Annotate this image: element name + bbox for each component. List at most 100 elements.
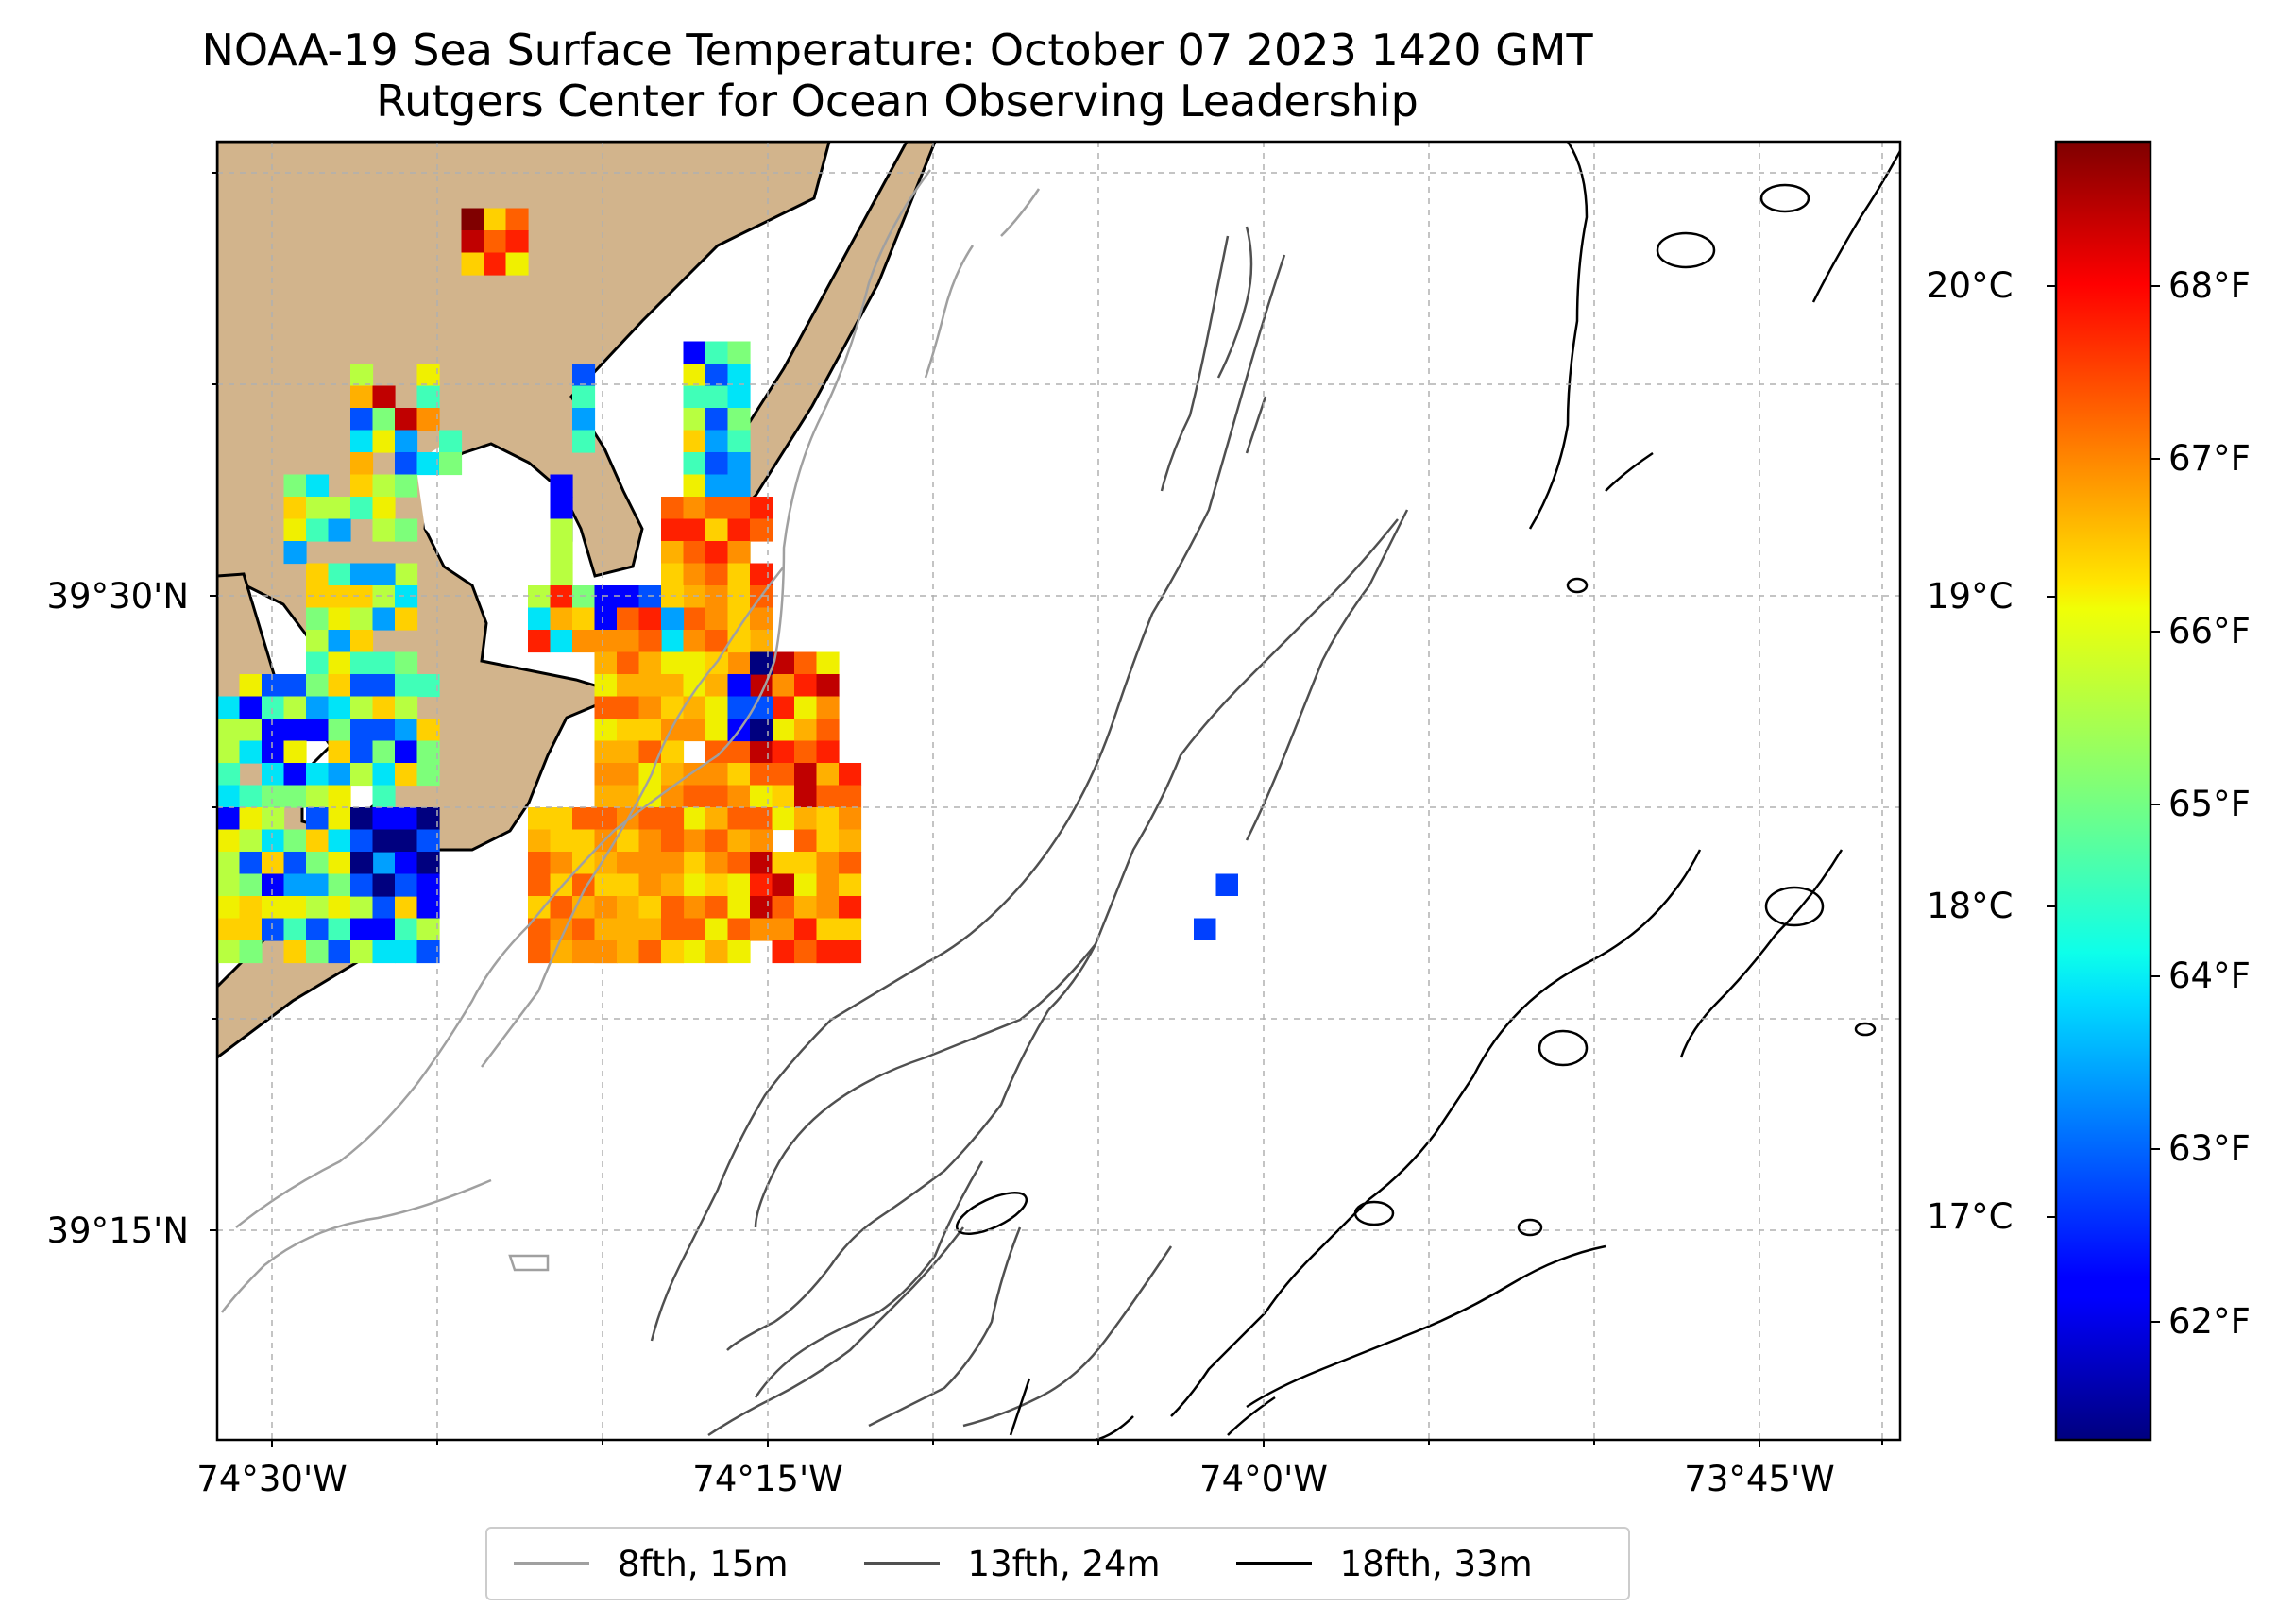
sst-pixel: [772, 696, 795, 719]
sst-pixel: [683, 497, 706, 520]
sst-pixel: [306, 918, 330, 941]
sst-pixel: [705, 364, 729, 387]
sst-pixel: [661, 740, 685, 764]
sst-pixel: [572, 918, 596, 941]
sst-pixel: [528, 896, 552, 920]
sst-pixel: [727, 763, 751, 787]
sst-pixel: [750, 829, 773, 853]
sst-pixel: [239, 696, 263, 719]
sst-pixel: [262, 918, 285, 941]
sst-pixel: [395, 873, 418, 897]
sst-pixel: [350, 630, 374, 653]
sst-pixel: [328, 674, 351, 698]
sst-pixel: [594, 630, 618, 653]
sst-pixel: [262, 674, 285, 698]
sst-pixel: [572, 807, 596, 831]
sst-pixel: [839, 852, 862, 875]
sst-pixel: [262, 785, 285, 808]
sst-pixel: [416, 873, 440, 897]
sst-pixel: [395, 829, 418, 853]
sst-pixel: [328, 785, 351, 808]
sst-pixel: [239, 918, 263, 941]
sst-pixel: [727, 852, 751, 875]
sst-pixel: [217, 896, 241, 920]
lat-label-39-15: 39°15'N: [46, 1210, 189, 1251]
sst-pixel: [572, 430, 596, 453]
legend-label-18fth: 18fth, 33m: [1339, 1543, 1533, 1584]
sst-pixel: [550, 896, 573, 920]
sst-pixel: [705, 585, 729, 609]
sst-pixel: [594, 740, 618, 764]
sst-pixel: [683, 630, 706, 653]
sst-pixel: [416, 740, 440, 764]
sst-pixel: [750, 719, 773, 742]
sst-pixel: [816, 852, 840, 875]
sst-pixel: [794, 674, 818, 698]
contour-18fth-33m: [955, 142, 1900, 1440]
sst-pixel: [705, 408, 729, 431]
sst-pixel: [683, 585, 706, 609]
sst-pixel: [550, 518, 573, 542]
sst-pixel: [217, 829, 241, 853]
sst-pixel: [306, 852, 330, 875]
sst-pixel: [283, 918, 307, 941]
sst-pixel: [350, 852, 374, 875]
sst-pixel: [661, 785, 685, 808]
sst-pixel: [727, 740, 751, 764]
sst-pixel: [239, 674, 263, 698]
sst-pixel: [772, 740, 795, 764]
sst-pixel: [661, 518, 685, 542]
sst-pixel: [217, 852, 241, 875]
sst-pixel: [283, 852, 307, 875]
colorbar-c-20: 20°C: [1927, 265, 2014, 306]
sst-pixel: [750, 918, 773, 941]
sst-pixel: [750, 785, 773, 808]
sst-pixel: [328, 896, 351, 920]
sst-pixel: [505, 208, 529, 231]
sst-pixel: [306, 651, 330, 675]
sst-pixel: [594, 918, 618, 941]
sst-pixel: [350, 940, 374, 964]
sst-pixel: [262, 852, 285, 875]
lon-label-74-30: 74°30'W: [196, 1459, 348, 1499]
sst-pixel: [395, 763, 418, 787]
sst-pixel: [661, 940, 685, 964]
sst-pixel: [705, 763, 729, 787]
sst-pixel: [594, 829, 618, 853]
lon-label-74-0: 74°0'W: [1199, 1459, 1328, 1499]
sst-pixel: [727, 785, 751, 808]
sst-pixel: [328, 873, 351, 897]
sst-pixel: [550, 563, 573, 586]
sst-pixel: [794, 651, 818, 675]
sst-pixel: [594, 896, 618, 920]
sst-pixel: [350, 364, 374, 387]
sst-pixel: [416, 852, 440, 875]
sst-pixel: [816, 785, 840, 808]
sst-pixel: [328, 585, 351, 609]
sst-pixel: [283, 896, 307, 920]
sst-pixel: [572, 385, 596, 409]
sst-pixel: [638, 740, 662, 764]
sst-pixel: [816, 918, 840, 941]
sst-pixel: [306, 674, 330, 698]
lon-label-73-45: 73°45'W: [1684, 1459, 1835, 1499]
sst-pixel: [727, 518, 751, 542]
sst-pixel: [572, 630, 596, 653]
contour-13fth-24m: [650, 226, 1409, 1437]
sst-pixel: [638, 829, 662, 853]
sst-pixel: [683, 918, 706, 941]
sst-pixel: [683, 896, 706, 920]
sst-pixel: [528, 807, 552, 831]
sst-pixel: [638, 896, 662, 920]
sst-pixel: [306, 940, 330, 964]
sst-pixel: [416, 918, 440, 941]
sst-pixel: [350, 563, 374, 586]
sst-pixel: [350, 651, 374, 675]
sst-pixel: [550, 585, 573, 609]
sst-pixel: [705, 385, 729, 409]
sst-pixel: [816, 829, 840, 853]
sst-pixel: [683, 651, 706, 675]
gridlines: [217, 142, 1900, 1440]
sst-pixel: [638, 696, 662, 719]
